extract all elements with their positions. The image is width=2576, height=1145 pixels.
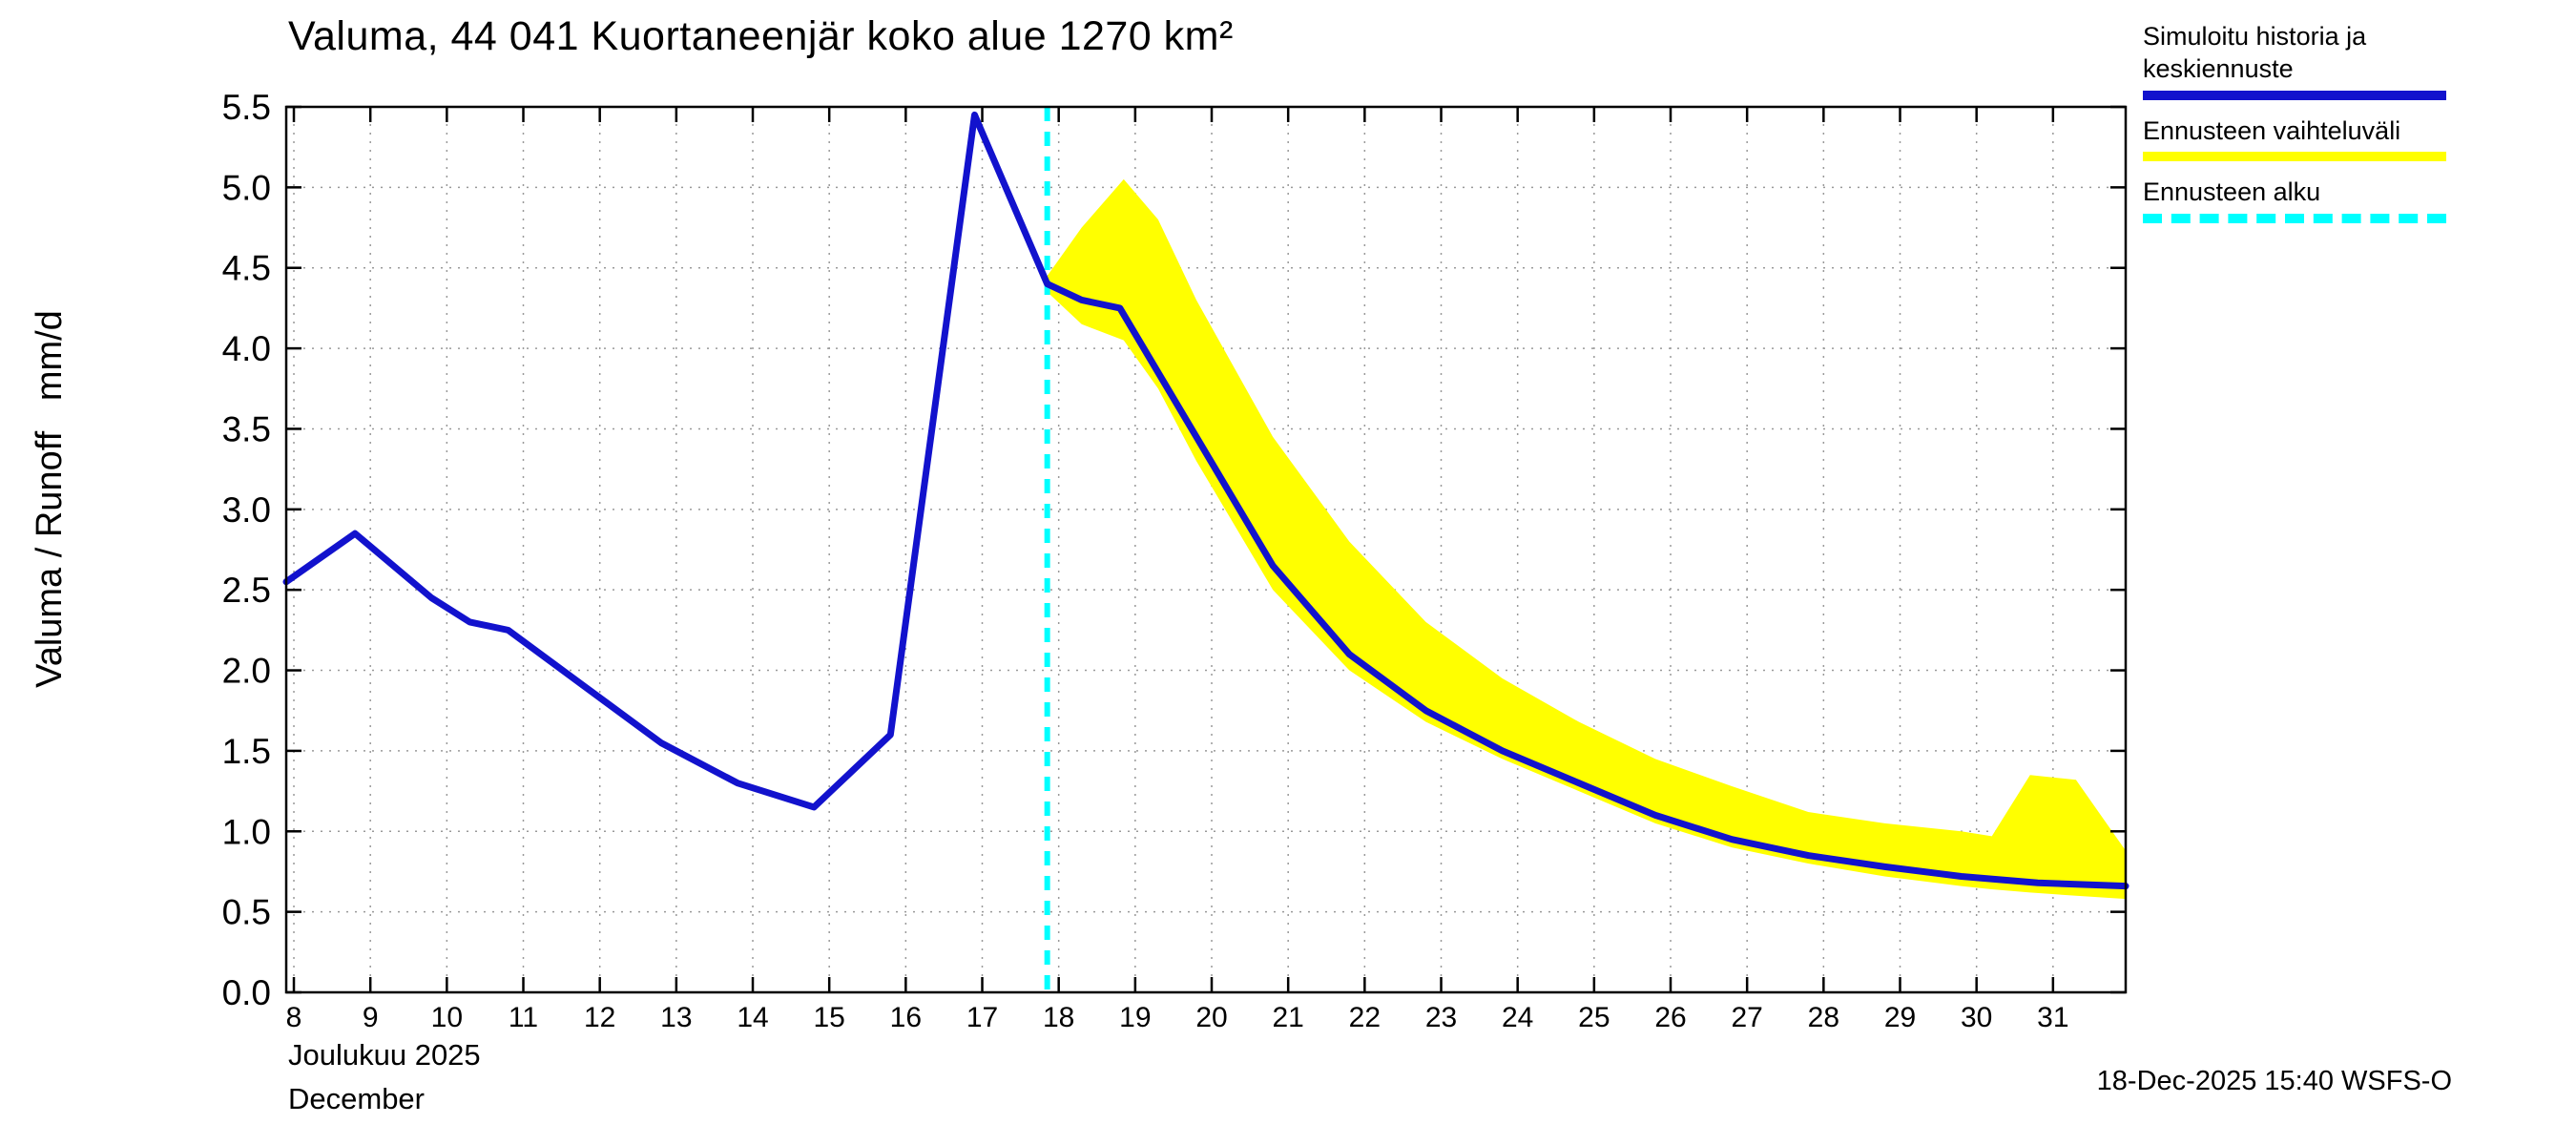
x-tick-label: 26 [1654,1002,1686,1033]
legend-swatch-range-band [2143,152,2446,162]
x-tick-label: 11 [509,1002,538,1033]
x-tick-label: 12 [584,1002,615,1033]
x-tick-label: 30 [1961,1002,1992,1033]
x-tick-label: 28 [1808,1002,1839,1033]
legend-swatch-forecast-start-line [2143,214,2446,223]
x-axis-month-label-fi: Joulukuu 2025 [288,1038,481,1072]
legend-item-range: Ennusteen vaihteluväli [2143,115,2452,162]
y-tick-label: 4.5 [222,249,271,288]
legend-label-history: Simuloitu historia ja keskiennuste [2143,22,2367,83]
legend-label-forecast-start: Ennusteen alku [2143,177,2321,207]
x-tick-label: 18 [1043,1002,1074,1033]
chart-title: Valuma, 44 041 Kuortaneenjär koko alue 1… [288,13,1234,59]
y-tick-label: 0.5 [222,893,271,932]
x-tick-label: 10 [431,1002,463,1033]
y-tick-label: 3.0 [222,490,271,530]
x-tick-label: 24 [1502,1002,1533,1033]
y-tick-label: 2.5 [222,571,271,610]
plot-border [284,105,2128,994]
x-tick-label: 21 [1272,1002,1303,1033]
x-tick-label: 22 [1349,1002,1381,1033]
y-tick-label: 1.5 [222,732,271,771]
x-tick-label: 8 [286,1002,302,1033]
y-tick-label: 5.5 [222,88,271,127]
legend-item-forecast-start: Ennusteen alku [2143,177,2452,223]
history-forecast-line [282,111,2129,890]
y-tick-label: 2.0 [222,652,271,691]
x-tick-label: 19 [1119,1002,1151,1033]
legend-label-range: Ennusteen vaihteluväli [2143,115,2401,145]
generation-timestamp: 18-Dec-2025 15:40 WSFS-O [2096,1066,2452,1096]
x-tick-label: 16 [890,1002,922,1033]
y-tick-label: 4.0 [222,329,271,368]
x-tick-label: 14 [737,1002,768,1033]
y-tick-label: 0.0 [222,973,271,1012]
x-tick-label: 20 [1195,1002,1227,1033]
x-tick-label: 15 [813,1002,844,1033]
legend: Simuloitu historia ja keskiennuste Ennus… [2143,21,2452,239]
x-axis-month-label-en: December [288,1082,425,1115]
y-tick-label: 1.0 [222,812,271,851]
legend-swatch-history-line [2143,90,2446,100]
x-tick-label: 27 [1731,1002,1762,1033]
x-tick-label: 25 [1578,1002,1610,1033]
x-tick-label: 29 [1884,1002,1916,1033]
legend-item-history: Simuloitu historia ja keskiennuste [2143,21,2452,100]
x-tick-label: 31 [2037,1002,2068,1033]
x-tick-label: 13 [660,1002,692,1033]
y-tick-label: 3.5 [222,409,271,448]
forecast-range-band [1047,178,2126,900]
x-tick-label: 23 [1425,1002,1457,1033]
y-tick-label: 5.0 [222,168,271,207]
x-tick-label: 9 [363,1002,379,1033]
x-tick-label: 17 [966,1002,998,1033]
